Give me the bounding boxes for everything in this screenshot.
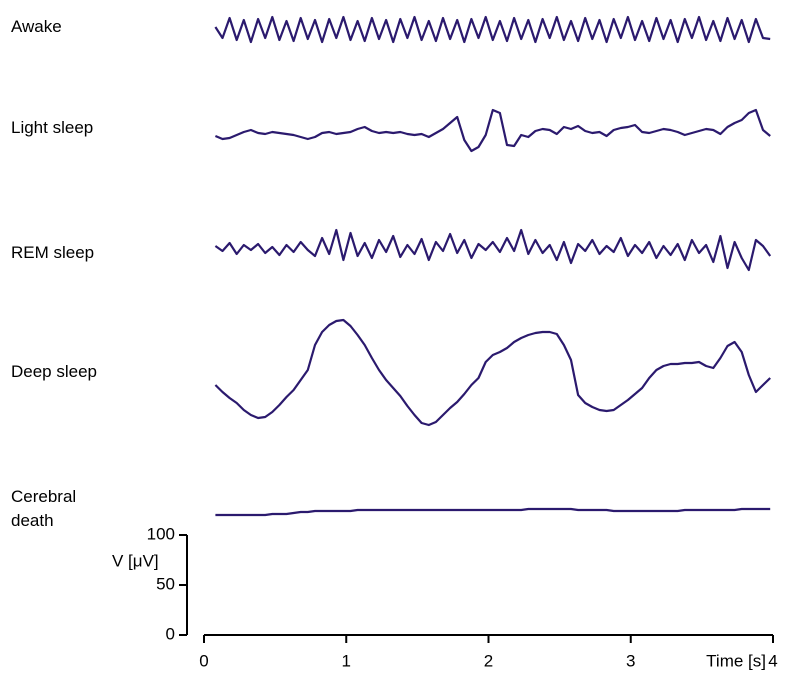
x-tick-label: 4 bbox=[768, 651, 777, 670]
trace-line bbox=[214, 108, 771, 153]
y-tick-label: 0 bbox=[166, 624, 175, 643]
x-axis-label: Time [s] bbox=[706, 651, 766, 670]
y-tick-label: 50 bbox=[156, 574, 175, 593]
trace-label: REM sleep bbox=[11, 243, 95, 262]
y-axis-label: V [μV] bbox=[112, 551, 159, 570]
x-tick-label: 3 bbox=[626, 651, 635, 670]
trace-line bbox=[214, 15, 771, 44]
trace-label: Awake bbox=[11, 17, 62, 36]
x-tick-label: 2 bbox=[484, 651, 493, 670]
trace-line bbox=[214, 318, 771, 427]
trace-line bbox=[214, 228, 772, 272]
trace-label: Deep sleep bbox=[11, 362, 98, 381]
y-tick-label: 100 bbox=[147, 524, 175, 543]
x-tick-label: 0 bbox=[199, 651, 208, 670]
x-tick-label: 1 bbox=[342, 651, 351, 670]
trace-label: Cerebral death bbox=[11, 487, 77, 530]
trace-label: Light sleep bbox=[11, 118, 94, 137]
trace-line bbox=[215, 507, 771, 517]
